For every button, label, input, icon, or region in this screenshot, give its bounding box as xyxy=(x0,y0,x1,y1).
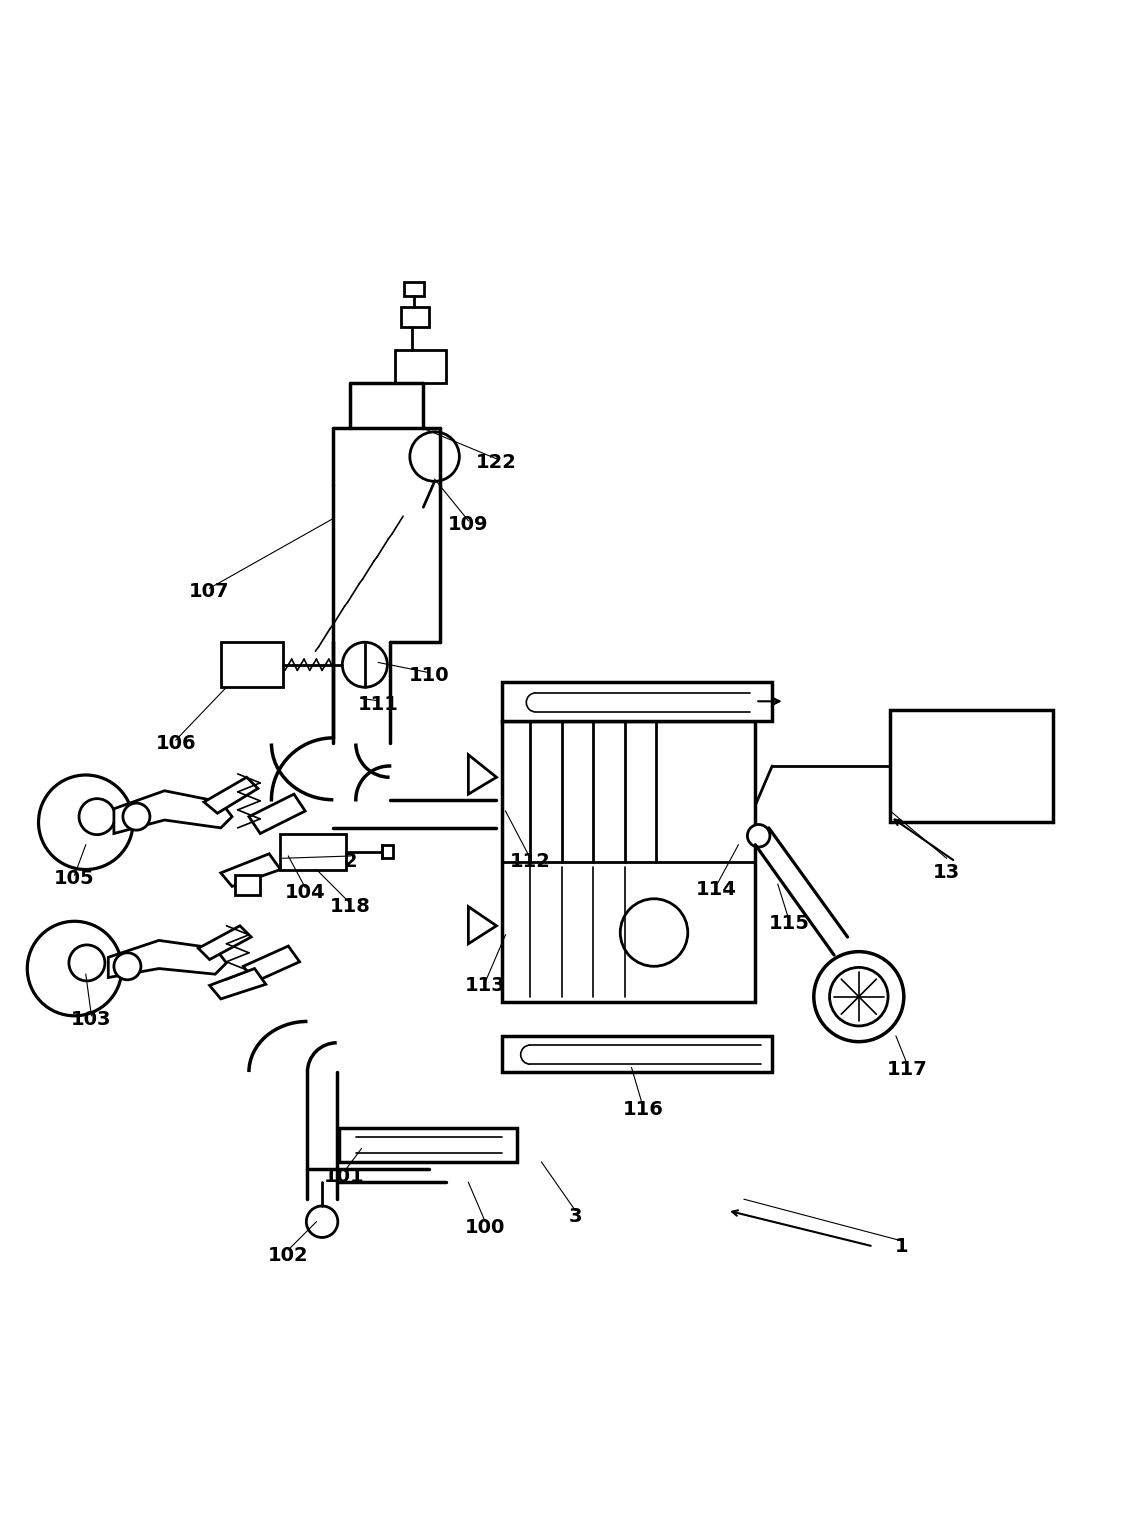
Bar xyxy=(338,1129,517,1163)
Circle shape xyxy=(27,921,122,1016)
Text: 110: 110 xyxy=(408,666,449,685)
Text: 101: 101 xyxy=(324,1167,364,1186)
Text: 2: 2 xyxy=(343,852,358,872)
Polygon shape xyxy=(221,853,281,887)
Circle shape xyxy=(620,899,688,967)
Text: 114: 114 xyxy=(696,881,737,899)
Circle shape xyxy=(69,945,105,980)
Circle shape xyxy=(748,824,770,847)
Circle shape xyxy=(38,775,133,870)
Text: 106: 106 xyxy=(156,734,196,754)
Bar xyxy=(502,722,756,1002)
Polygon shape xyxy=(249,794,306,833)
Text: 13: 13 xyxy=(933,864,960,882)
Text: 104: 104 xyxy=(285,882,326,901)
Text: 111: 111 xyxy=(358,694,399,714)
Polygon shape xyxy=(108,941,227,977)
Bar xyxy=(400,306,429,328)
Text: 118: 118 xyxy=(329,898,371,916)
Polygon shape xyxy=(204,777,258,813)
Polygon shape xyxy=(210,968,266,999)
Bar xyxy=(890,709,1054,823)
Bar xyxy=(221,642,283,688)
Text: 103: 103 xyxy=(71,1010,112,1028)
Circle shape xyxy=(114,953,141,980)
Text: 1: 1 xyxy=(895,1236,908,1256)
Text: 102: 102 xyxy=(268,1246,309,1265)
Text: 116: 116 xyxy=(623,1100,663,1118)
Circle shape xyxy=(123,803,150,830)
Polygon shape xyxy=(468,907,496,944)
Polygon shape xyxy=(468,755,496,794)
Text: 3: 3 xyxy=(569,1207,582,1226)
Circle shape xyxy=(342,642,387,688)
Text: 113: 113 xyxy=(465,976,505,994)
Polygon shape xyxy=(114,791,232,833)
Circle shape xyxy=(307,1206,337,1238)
Text: 105: 105 xyxy=(54,869,95,889)
Bar xyxy=(395,349,446,383)
Text: 109: 109 xyxy=(448,515,488,533)
Bar xyxy=(502,1036,773,1072)
Polygon shape xyxy=(244,947,300,982)
Text: 107: 107 xyxy=(190,582,230,601)
Circle shape xyxy=(813,951,904,1042)
Text: 115: 115 xyxy=(768,915,810,933)
Circle shape xyxy=(409,432,459,481)
Bar xyxy=(502,682,773,722)
Polygon shape xyxy=(199,925,252,959)
Circle shape xyxy=(829,967,888,1026)
Text: 117: 117 xyxy=(887,1060,927,1080)
Bar xyxy=(281,833,345,870)
Bar xyxy=(404,282,424,296)
Text: 122: 122 xyxy=(476,452,517,472)
Bar xyxy=(381,844,393,858)
Text: 112: 112 xyxy=(510,852,550,872)
Text: 100: 100 xyxy=(465,1218,505,1236)
Bar xyxy=(236,875,261,895)
Circle shape xyxy=(79,798,115,835)
